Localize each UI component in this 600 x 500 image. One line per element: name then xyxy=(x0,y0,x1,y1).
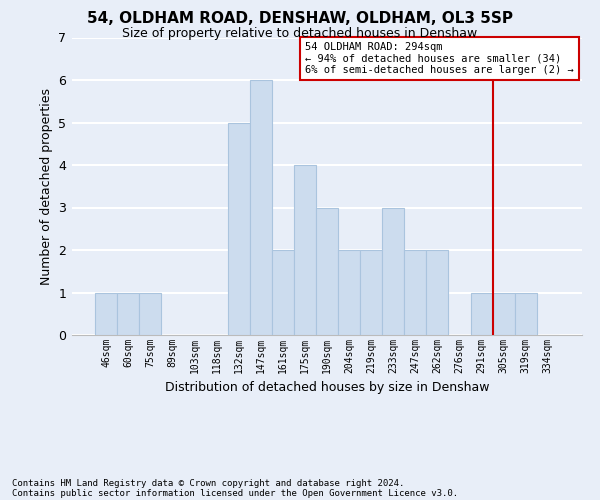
Bar xyxy=(250,80,272,335)
Bar xyxy=(427,250,448,335)
Text: Contains HM Land Registry data © Crown copyright and database right 2024.: Contains HM Land Registry data © Crown c… xyxy=(12,478,404,488)
Bar xyxy=(294,165,316,335)
Text: Contains public sector information licensed under the Open Government Licence v3: Contains public sector information licen… xyxy=(12,488,458,498)
Bar xyxy=(272,250,294,335)
Bar xyxy=(227,122,250,335)
Text: Size of property relative to detached houses in Denshaw: Size of property relative to detached ho… xyxy=(122,28,478,40)
Bar xyxy=(470,292,493,335)
Y-axis label: Number of detached properties: Number of detached properties xyxy=(40,88,53,285)
Text: 54 OLDHAM ROAD: 294sqm
← 94% of detached houses are smaller (34)
6% of semi-deta: 54 OLDHAM ROAD: 294sqm ← 94% of detached… xyxy=(305,42,574,75)
Bar xyxy=(95,292,117,335)
Bar xyxy=(117,292,139,335)
Bar xyxy=(316,208,338,335)
Bar xyxy=(515,292,537,335)
Text: 54, OLDHAM ROAD, DENSHAW, OLDHAM, OL3 5SP: 54, OLDHAM ROAD, DENSHAW, OLDHAM, OL3 5S… xyxy=(87,11,513,26)
Bar xyxy=(404,250,427,335)
Bar xyxy=(493,292,515,335)
Bar xyxy=(338,250,360,335)
X-axis label: Distribution of detached houses by size in Denshaw: Distribution of detached houses by size … xyxy=(165,382,489,394)
Bar xyxy=(360,250,382,335)
Bar xyxy=(382,208,404,335)
Bar xyxy=(139,292,161,335)
